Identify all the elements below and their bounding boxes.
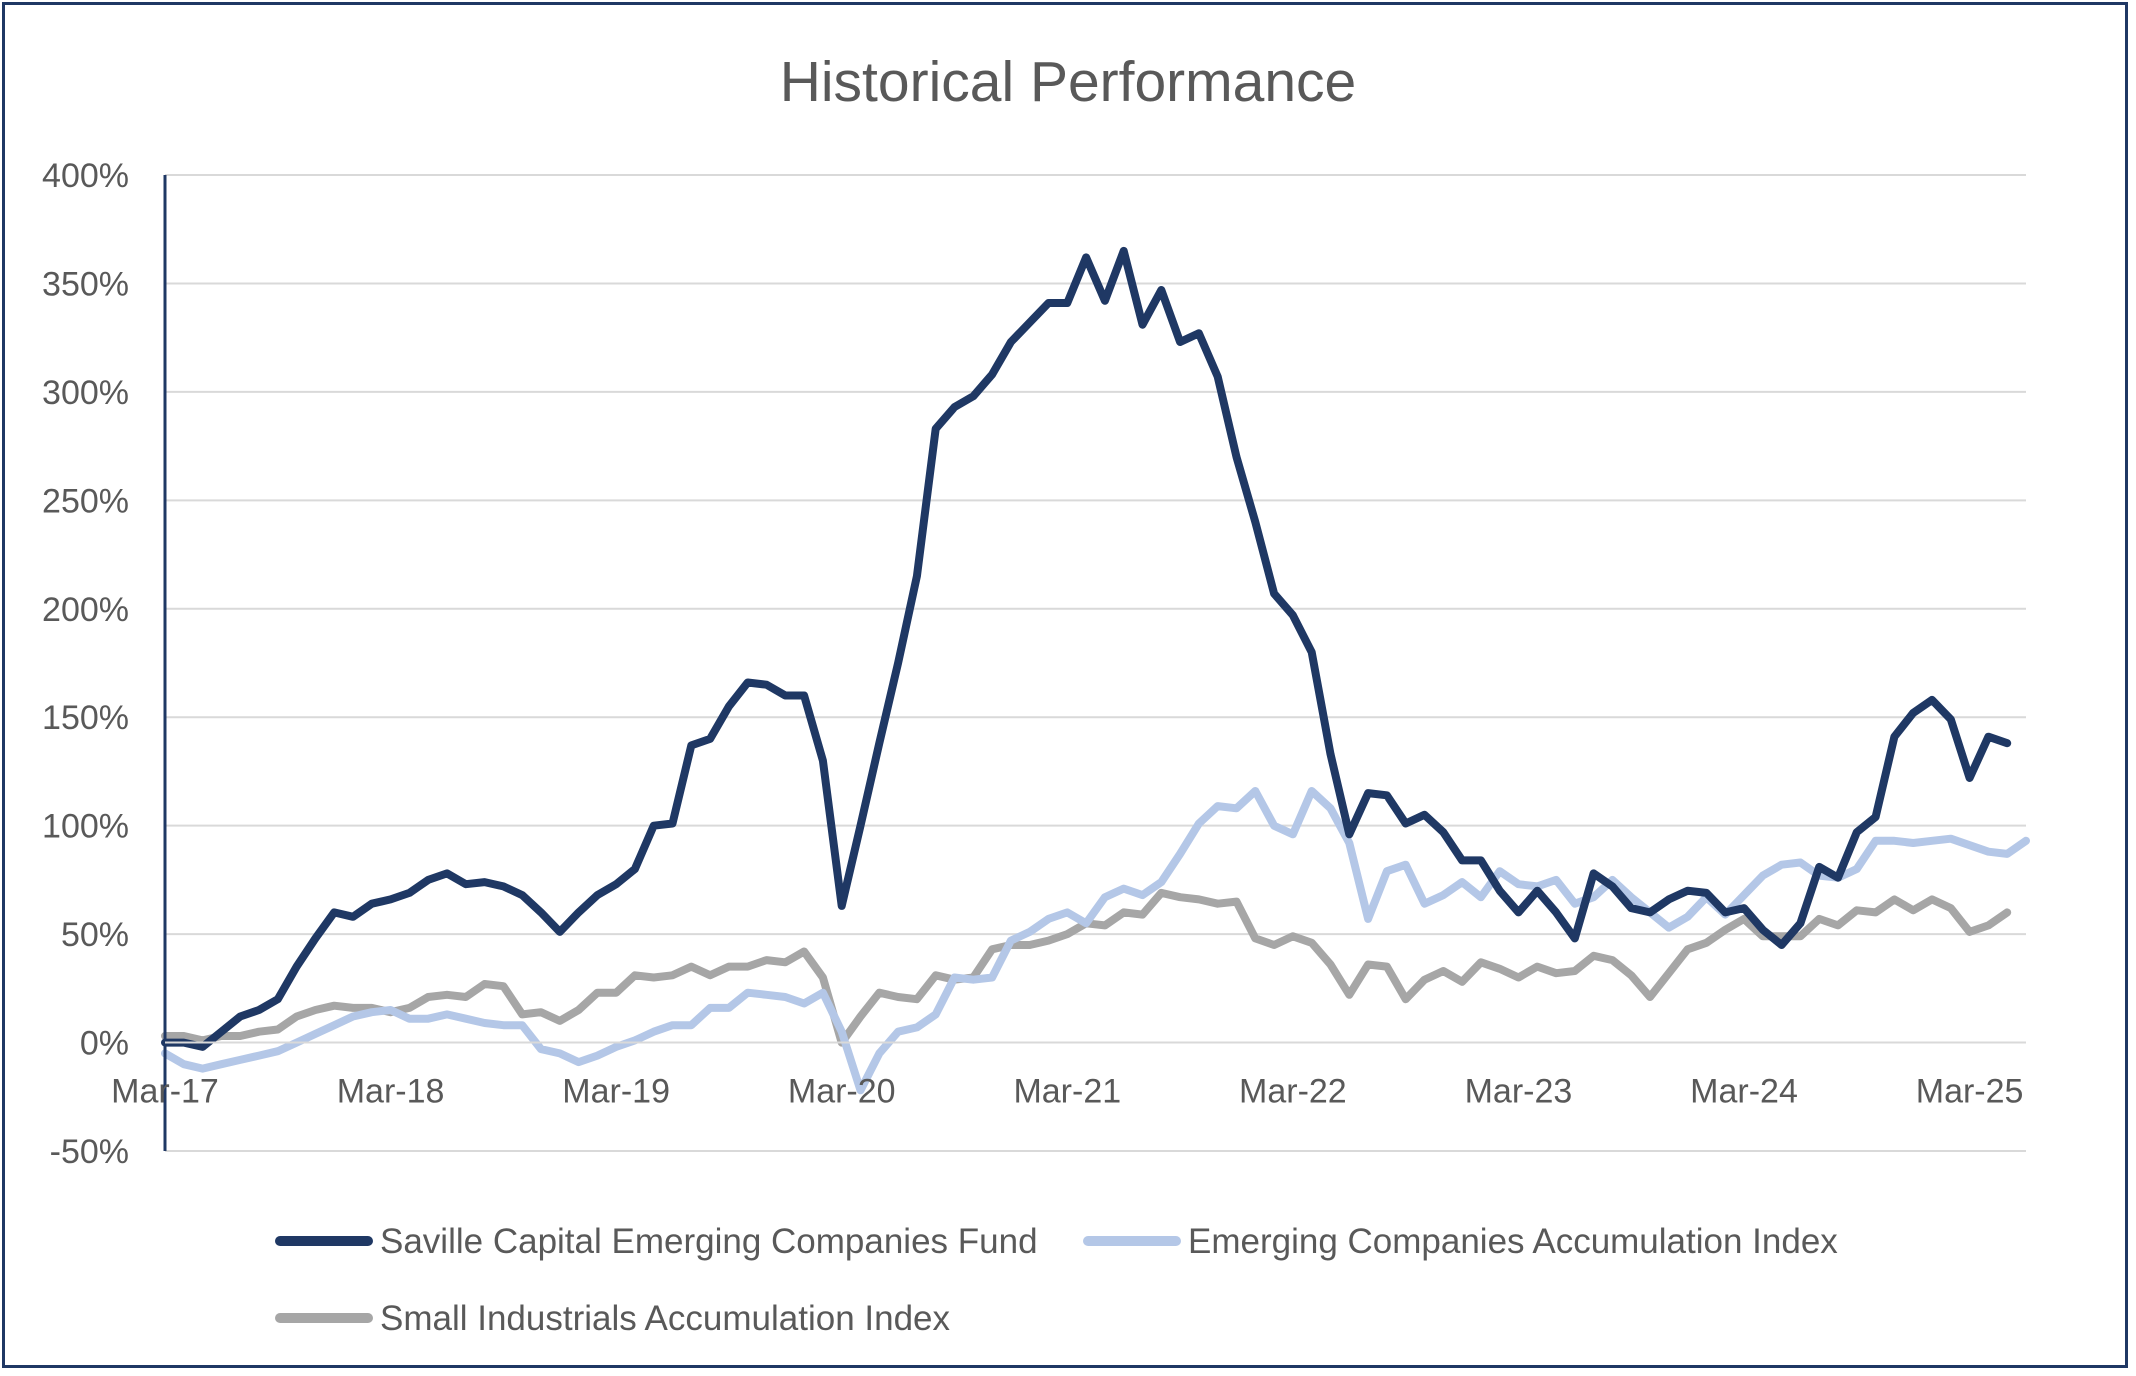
legend-label: Saville Capital Emerging Companies Fund [380, 1222, 1038, 1261]
x-tick-label: Mar-20 [788, 1073, 896, 1111]
legend: Saville Capital Emerging Companies Fund E… [275, 1222, 1838, 1338]
y-tick-label: 50% [61, 916, 129, 954]
legend-label: Emerging Companies Accumulation Index [1188, 1222, 1838, 1261]
x-tick-label: Mar-21 [1013, 1073, 1121, 1111]
y-tick-label: 150% [42, 699, 129, 737]
series-line-saville-capital-emerging-companies-fund [161, 246, 2012, 1051]
axes [163, 175, 2026, 1151]
y-tick-label: 300% [42, 374, 129, 412]
x-tick-label: Mar-24 [1690, 1073, 1798, 1111]
y-tick-label: 100% [42, 808, 129, 846]
y-tick-label: 0% [80, 1025, 129, 1063]
y-tick-label: 400% [42, 157, 129, 195]
y-tick-label: 200% [42, 591, 129, 629]
series-line-emerging-companies-accumulation-index [161, 787, 2030, 1095]
series-line-small-industrials-accumulation-index [161, 888, 2012, 1047]
x-tick-label: Mar-17 [111, 1073, 219, 1111]
legend-item-saville-capital-emerging-companies-fund: Saville Capital Emerging Companies Fund [275, 1222, 1038, 1261]
legend-label: Small Industrials Accumulation Index [380, 1299, 950, 1338]
series-lines [161, 246, 2030, 1095]
y-tick-label: 350% [42, 265, 129, 303]
gridlines [165, 174, 2026, 1152]
x-tick-label: Mar-23 [1465, 1073, 1573, 1111]
chart-title: Historical Performance [780, 50, 1357, 114]
y-tick-label: 250% [42, 482, 129, 520]
x-tick-label: Mar-25 [1916, 1073, 2024, 1111]
line-chart: Historical Performance 400% 350% 300% 250% 2… [42, 50, 2030, 1338]
x-tick-label: Mar-18 [337, 1073, 445, 1111]
legend-item-emerging-companies-accumulation-index: Emerging Companies Accumulation Index [1083, 1222, 1838, 1261]
x-axis-tick-labels: Mar-17 Mar-18 Mar-19 Mar-20 Mar-21 Mar-22 Mar-… [111, 1073, 2023, 1111]
legend-item-small-industrials-accumulation-index: Small Industrials Accumulation Index [275, 1299, 950, 1338]
x-tick-label: Mar-22 [1239, 1073, 1347, 1111]
x-tick-label: Mar-19 [562, 1073, 670, 1111]
y-axis-tick-labels: 400% 350% 300% 250% 200% 150% 100% 50% 0% -50% [42, 157, 129, 1171]
y-tick-label: -50% [50, 1133, 129, 1171]
